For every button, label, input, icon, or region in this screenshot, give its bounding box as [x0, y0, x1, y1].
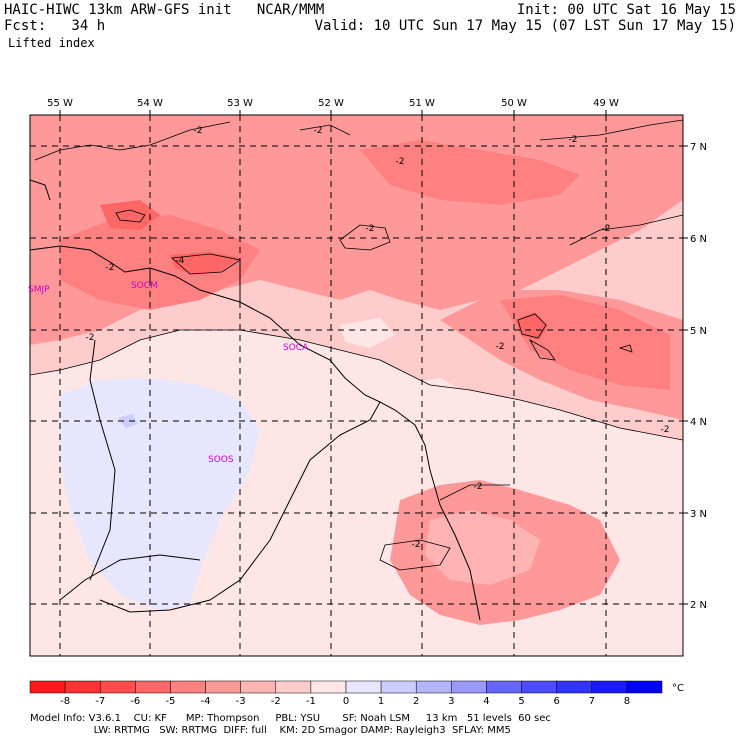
- color-swatch: [275, 680, 312, 694]
- color-swatch: [486, 680, 522, 694]
- color-tick-label: -8: [60, 696, 70, 707]
- lon-label: 52 W: [318, 98, 344, 109]
- color-scale-ticks: -8 -7 -6 -5 -4 -3 -2 -1 0 1 2 3 4 5 6 7 8 °C: [60, 683, 684, 707]
- station-label: SOCM: [131, 281, 158, 291]
- contour-label: -2: [314, 126, 323, 136]
- model-title: HAIC-HIWC 13km ARW-GFS init NCAR/MMM: [4, 2, 325, 18]
- station-label: SMJP: [28, 285, 50, 295]
- contour-label: -2: [396, 157, 405, 167]
- color-tick-label: -2: [271, 696, 281, 707]
- lat-label: 2 N: [690, 600, 707, 611]
- lat-label: 4 N: [690, 417, 707, 428]
- graticule: [30, 115, 683, 656]
- contour-label: -2: [661, 425, 670, 435]
- color-tick-label: -7: [95, 696, 105, 707]
- axis-ticks: [59, 110, 688, 605]
- contour-label: -2: [366, 224, 375, 234]
- color-unit-label: °C: [672, 683, 684, 694]
- color-tick-label: 0: [343, 696, 349, 707]
- lat-label: 3 N: [690, 509, 707, 520]
- color-swatch: [626, 680, 663, 694]
- color-swatch: [591, 680, 628, 694]
- color-tick-label: 3: [448, 696, 454, 707]
- lon-label: 55 W: [47, 98, 73, 109]
- contour-label: -2: [106, 263, 115, 273]
- color-tick-label: 8: [624, 696, 630, 707]
- color-scale-bar: [29, 680, 663, 694]
- color-tick-label: -3: [236, 696, 246, 707]
- lat-label: 6 N: [690, 234, 707, 245]
- forecast-hour: Fcst: 34 h: [4, 18, 106, 34]
- color-swatch: [380, 680, 417, 694]
- lon-label: 50 W: [501, 98, 527, 109]
- color-swatch: [345, 680, 382, 694]
- color-swatch: [451, 680, 487, 694]
- contour-label: -2: [194, 126, 203, 136]
- model-info-line1: Model Info: V3.6.1 CU: KF MP: Thompson P…: [30, 713, 551, 724]
- color-tick-label: 6: [553, 696, 559, 707]
- color-tick-label: -4: [201, 696, 211, 707]
- color-swatch: [135, 680, 171, 694]
- lon-label: 49 W: [593, 98, 619, 109]
- station-label: SOCA: [283, 343, 309, 353]
- color-swatch: [556, 680, 593, 694]
- color-tick-label: 5: [518, 696, 524, 707]
- color-swatch: [99, 680, 136, 694]
- contour-label: -2: [602, 224, 611, 234]
- contour-label: -2: [496, 342, 505, 352]
- field-name: Lifted index: [8, 36, 95, 50]
- contour-label: -2: [412, 540, 421, 550]
- contour-label: -2: [86, 333, 95, 343]
- valid-time: Valid: 10 UTC Sun 17 May 15 (07 LST Sun …: [314, 18, 736, 34]
- color-tick-label: -1: [306, 696, 316, 707]
- color-swatch: [64, 680, 101, 694]
- color-swatch: [29, 680, 66, 694]
- color-swatch: [240, 680, 277, 694]
- color-tick-label: 4: [483, 696, 489, 707]
- color-swatch: [205, 680, 241, 694]
- contour-label: -2: [569, 135, 578, 145]
- lat-label: 5 N: [690, 326, 707, 337]
- color-swatch: [170, 680, 206, 694]
- color-swatch: [415, 680, 452, 694]
- lifted-index-field: [30, 115, 683, 656]
- coastlines: [30, 179, 481, 621]
- contour-label: -4: [176, 256, 185, 266]
- map-frame: [29, 114, 684, 657]
- color-tick-label: -5: [165, 696, 175, 707]
- color-tick-label: -6: [130, 696, 140, 707]
- lon-label: 51 W: [409, 98, 435, 109]
- contour-lines: [30, 119, 683, 571]
- color-tick-label: 1: [378, 696, 384, 707]
- color-tick-label: 2: [413, 696, 419, 707]
- color-tick-label: 7: [589, 696, 595, 707]
- lon-label: 53 W: [227, 98, 253, 109]
- color-swatch: [310, 680, 347, 694]
- lon-label: 54 W: [137, 98, 163, 109]
- model-info-line2: LW: RRTMG SW: RRTMG DIFF: full KM: 2D Sm…: [30, 725, 511, 736]
- contour-label: -2: [474, 482, 483, 492]
- station-label: SOOS: [208, 455, 234, 465]
- lat-label: 7 N: [690, 142, 707, 153]
- init-time: Init: 00 UTC Sat 16 May 15: [516, 2, 736, 18]
- color-swatch: [521, 680, 557, 694]
